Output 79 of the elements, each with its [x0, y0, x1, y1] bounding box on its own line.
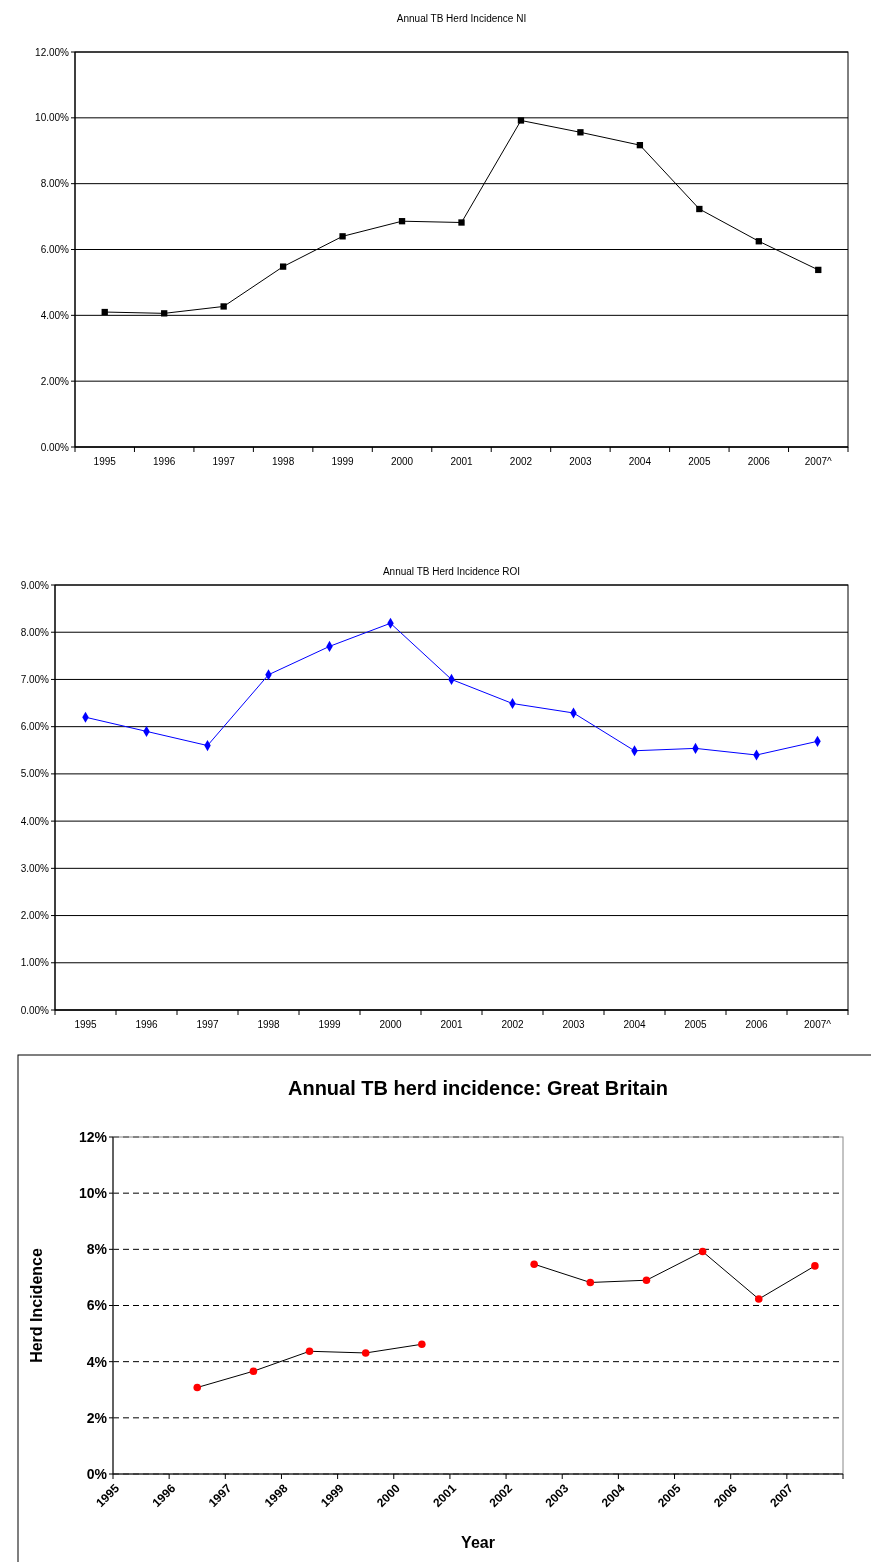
- y-tick-label: 2.00%: [40, 375, 70, 387]
- x-tick-label: 1998: [271, 456, 295, 467]
- y-tick-label: 8%: [86, 1241, 108, 1258]
- point: [755, 238, 762, 245]
- y-tick-label: 0.00%: [20, 1004, 50, 1016]
- x-tick-label: 2002: [501, 1019, 525, 1030]
- y-tick-label: 4.00%: [40, 309, 70, 321]
- y-tick-label: 8.00%: [40, 178, 70, 190]
- point: [636, 141, 644, 149]
- y-tick-label: 1.00%: [20, 957, 50, 969]
- point: [361, 1349, 370, 1357]
- x-tick-label: 2000: [379, 1019, 403, 1030]
- point: [339, 233, 346, 240]
- point: [220, 303, 227, 310]
- point: [161, 310, 168, 317]
- point: [279, 263, 287, 270]
- point: [754, 1295, 763, 1303]
- x-tick-label: 2002: [509, 456, 533, 467]
- x-tick-label: 2007^: [804, 456, 833, 467]
- x-tick-label: 2003: [562, 1019, 586, 1030]
- x-tick-label: 2006: [747, 456, 771, 467]
- y-tick-label: 2.00%: [20, 910, 50, 922]
- point: [418, 1340, 426, 1349]
- y-tick-label: 6.00%: [20, 721, 50, 733]
- chart-title: Annual TB herd incidence: Great Britain: [287, 1077, 669, 1099]
- point: [458, 219, 465, 226]
- point: [586, 1278, 595, 1287]
- x-tick-label: 2006: [745, 1019, 769, 1030]
- y-tick-label: 0%: [86, 1465, 108, 1482]
- y-tick-label: 9.00%: [20, 579, 50, 591]
- point: [698, 1247, 707, 1256]
- x-tick-label: 2004: [623, 1019, 647, 1030]
- y-tick-label: 10%: [78, 1185, 108, 1202]
- x-tick-label: 2001: [440, 1019, 464, 1030]
- y-tick-label: 12.00%: [35, 46, 70, 58]
- point: [305, 1347, 314, 1356]
- chart-title: Annual TB Herd Incidence NI: [396, 13, 527, 24]
- point: [517, 117, 525, 124]
- x-tick-label: 1998: [257, 1019, 281, 1030]
- y-tick-label: 6%: [86, 1297, 108, 1314]
- x-tick-label: 1996: [153, 456, 176, 467]
- y-axis-title: Herd Incidence: [28, 1248, 45, 1363]
- x-tick-label: 2005: [684, 1019, 708, 1030]
- y-tick-label: 4%: [86, 1353, 108, 1370]
- point: [249, 1367, 258, 1375]
- x-tick-label: 1997: [196, 1019, 220, 1030]
- x-tick-label: 2005: [688, 456, 711, 467]
- point: [193, 1383, 202, 1392]
- x-axis-title: Year: [461, 1534, 495, 1551]
- x-tick-label: 1995: [74, 1019, 98, 1030]
- y-tick-label: 5.00%: [20, 768, 50, 780]
- chart-title: Annual TB Herd Incidence ROI: [382, 566, 521, 577]
- x-tick-label: 1999: [318, 1019, 342, 1030]
- x-tick-label: 1999: [331, 456, 355, 467]
- x-tick-label: 1995: [93, 456, 117, 467]
- point: [101, 308, 108, 316]
- x-tick-label: 2000: [390, 456, 414, 467]
- y-tick-label: 10.00%: [35, 112, 70, 124]
- x-tick-label: 1996: [135, 1019, 159, 1030]
- y-tick-label: 2%: [86, 1409, 108, 1426]
- y-tick-label: 4.00%: [20, 815, 50, 827]
- y-tick-label: 6.00%: [40, 244, 70, 255]
- x-tick-label: 2003: [569, 456, 592, 467]
- point: [696, 205, 703, 213]
- x-tick-label: 2001: [450, 456, 474, 467]
- point: [811, 1262, 819, 1270]
- y-tick-label: 7.00%: [20, 673, 50, 685]
- y-tick-label: 8.00%: [20, 626, 50, 638]
- point: [815, 266, 822, 274]
- x-tick-label: 1997: [212, 456, 236, 467]
- y-tick-label: 3.00%: [20, 862, 50, 874]
- point: [530, 1260, 538, 1268]
- x-tick-label: 2007^: [804, 1019, 832, 1030]
- point: [398, 218, 406, 225]
- y-tick-label: 0.00%: [40, 441, 70, 453]
- y-tick-label: 12%: [78, 1128, 108, 1145]
- point: [642, 1276, 651, 1284]
- point: [577, 129, 584, 136]
- x-tick-label: 2004: [628, 456, 652, 467]
